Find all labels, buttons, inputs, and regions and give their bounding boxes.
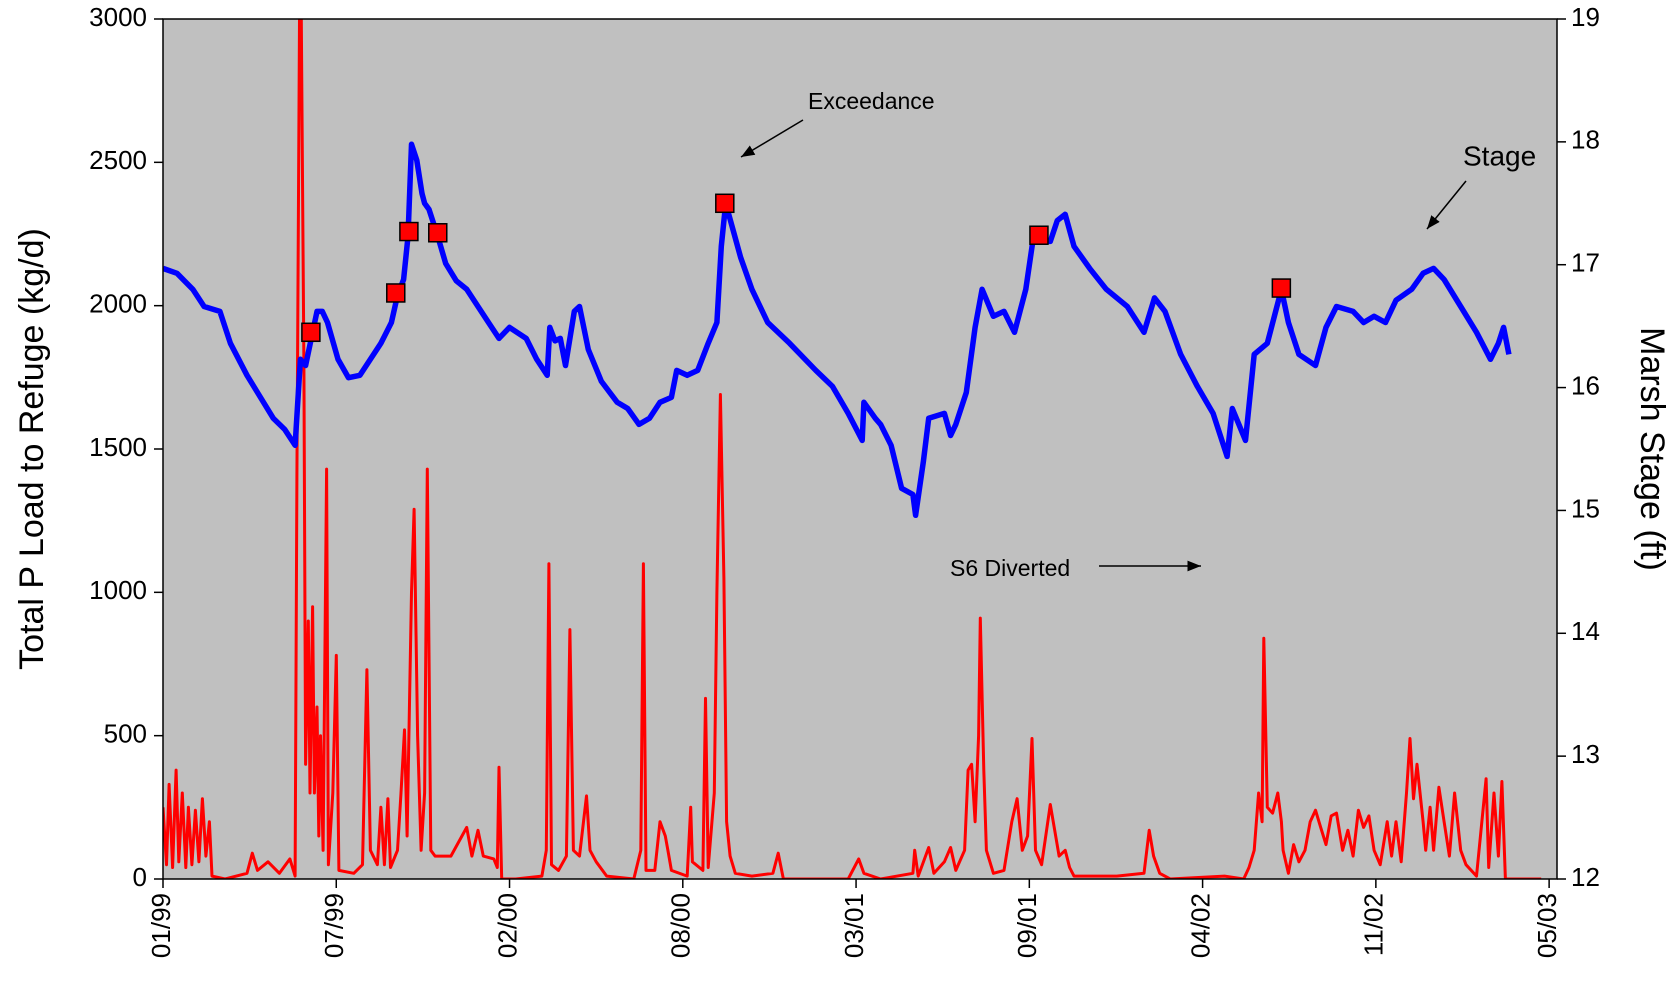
y-tick-label: 0 <box>133 862 147 892</box>
plot-area <box>163 19 1557 879</box>
y-tick-label: 3000 <box>89 2 147 32</box>
exceedance-marker <box>1029 225 1049 245</box>
x-tick-label: 07/99 <box>319 893 349 958</box>
x-tick-label: 01/99 <box>146 893 176 958</box>
y2-tick-label: 19 <box>1571 2 1600 32</box>
annotation-arrow <box>1426 180 1467 230</box>
y2-tick-label: 18 <box>1571 125 1600 155</box>
y2-tick-label: 12 <box>1571 862 1600 892</box>
annotation-arrow <box>740 119 804 158</box>
y2-axis-title: Marsh Stage (ft) <box>1633 327 1671 571</box>
annotation: Stage <box>1463 140 1536 171</box>
y-tick-label: 500 <box>104 719 147 749</box>
x-tick-label: 05/03 <box>1532 893 1562 958</box>
y2-tick-label: 13 <box>1571 739 1600 769</box>
x-tick-label: 02/00 <box>492 893 522 958</box>
exceedance-marker <box>428 223 448 243</box>
plot-marks <box>163 19 1542 879</box>
y2-tick-label: 16 <box>1571 370 1600 400</box>
y2-tick-label: 15 <box>1571 493 1600 523</box>
exceedance-marker <box>715 193 735 214</box>
exceedance-marker <box>399 221 419 242</box>
x-tick-label: 11/02 <box>1359 893 1389 956</box>
x-tick-label: 03/01 <box>839 893 869 958</box>
x-tick-label: 08/00 <box>666 893 696 958</box>
y2-tick-label: 14 <box>1571 616 1600 646</box>
annotation: S6 Diverted <box>950 555 1070 581</box>
y-axis-title: Total P Load to Refuge (kg/d) <box>13 228 51 670</box>
exceedance-marker <box>1271 278 1292 298</box>
series-line <box>163 19 1542 879</box>
y-tick-label: 2500 <box>89 145 147 175</box>
annotation: Exceedance <box>808 88 935 114</box>
y-tick-label: 1000 <box>89 575 147 605</box>
y-tick-label: 1500 <box>89 432 147 462</box>
exceedance-marker <box>301 322 321 343</box>
exceedance-marker <box>386 283 406 303</box>
y-tick-label: 2000 <box>89 289 147 319</box>
x-tick-label: 09/01 <box>1012 893 1042 958</box>
series-line <box>163 141 1512 519</box>
y2-tick-label: 17 <box>1571 248 1600 278</box>
x-tick-label: 04/02 <box>1185 893 1215 958</box>
